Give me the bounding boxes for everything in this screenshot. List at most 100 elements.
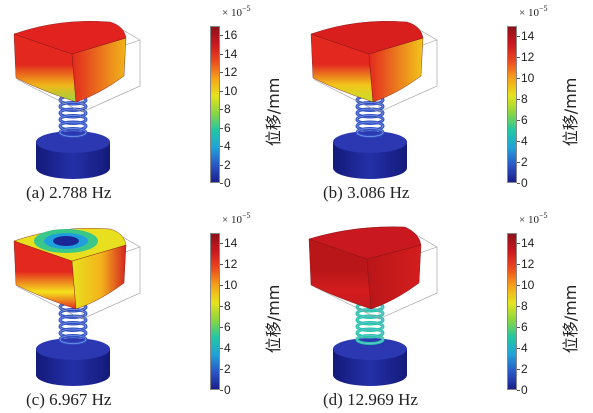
colorbar-tick-label: 6 [224, 120, 231, 135]
colorbar-tick-label: 6 [521, 320, 528, 335]
colorbar-tick-label: 12 [224, 65, 238, 80]
structure-model [308, 226, 438, 386]
colorbar-tick-label: 2 [224, 362, 231, 377]
colorbar-scale-c: × 10−5 [222, 211, 251, 226]
colorbar-tick-label: 8 [224, 299, 231, 314]
structure-model [13, 228, 141, 386]
colorbar-tick-label: 4 [224, 341, 231, 356]
colorbar-tick-label: 12 [521, 50, 535, 65]
colorbar-tick-label: 14 [521, 236, 535, 251]
structure-model [13, 21, 141, 179]
mode-panel-c: (c) 6.967 Hz × 10−5 14 12 10 8 6 4 2 0 位移/mm [0, 207, 296, 413]
mode-panel-d: (d) 12.969 Hz × 10−5 14 12 10 8 6 4 2 0 位移/mm [297, 207, 593, 413]
colorbar-scale-a: × 10−5 [222, 4, 251, 19]
prism-side-face [71, 244, 127, 310]
colorbar-tick-label: 12 [224, 257, 238, 272]
colorbar-tick-label: 0 [224, 383, 231, 397]
spring-coil [355, 301, 385, 345]
colorbar-tick-mark [517, 306, 520, 308]
colorbar-tick-label: 6 [521, 113, 528, 128]
panel-caption-a: (a) 2.788 Hz [26, 183, 112, 202]
spring-coil [58, 94, 88, 138]
colorbar-tick-mark [517, 99, 520, 101]
colorbar-tick-mark [517, 78, 520, 80]
colorbar-tick-mark [220, 53, 223, 55]
colorbar-tick-mark [220, 183, 223, 184]
colorbar-tick-label: 4 [521, 341, 528, 356]
colorbar-tick-mark [517, 120, 520, 122]
mode-panel-a: (a) 2.788 Hz × 10−5 16 14 12 10 8 6 4 2 0 位移/mm [0, 0, 296, 206]
colorbar-tick-mark [220, 243, 223, 245]
colorbar-tick-label: 2 [224, 157, 231, 172]
colorbar-c [210, 233, 220, 390]
spring-coil [58, 301, 88, 345]
base-cylinder-top [36, 338, 110, 360]
panel-caption-d: (d) 12.969 Hz [323, 390, 418, 409]
colorbar-b [507, 26, 517, 183]
colorbar-tick-label: 14 [224, 236, 238, 251]
colorbar-tick-mark [220, 127, 223, 129]
colorbar-tick-label: 10 [521, 71, 535, 86]
colorbar-tick-mark [517, 264, 520, 266]
colorbar-tick-mark [220, 348, 223, 350]
colorbar-tick-mark [220, 390, 223, 391]
colorbar-tick-label: 16 [224, 28, 238, 43]
colorbar-tick-mark [220, 264, 223, 266]
mode-shape-model-c [13, 228, 141, 386]
mode-panel-b: (b) 3.086 Hz × 10−5 14 12 10 8 6 4 2 0 位移/mm [297, 0, 593, 206]
colorbar-tick-label: 0 [521, 383, 528, 397]
prism-side-face [71, 37, 127, 103]
colorbar-tick-label: 8 [521, 92, 528, 107]
colorbar-tick-mark [517, 285, 520, 287]
colorbar-scale-b: × 10−5 [519, 4, 548, 19]
colorbar-d [507, 233, 517, 390]
mode-shape-model-a [13, 21, 141, 179]
prism-top-face [310, 21, 424, 55]
colorbar-scale-d: × 10−5 [519, 211, 548, 226]
colorbar-tick-label: 0 [224, 176, 231, 190]
colorbar-tick-label: 10 [224, 83, 238, 98]
colorbar-tick-mark [220, 164, 223, 166]
colorbar-tick-mark [220, 35, 223, 37]
colorbar-tick-mark [517, 57, 520, 59]
mode-shape-model-b [310, 21, 438, 179]
colorbar-tick-mark [517, 36, 520, 38]
colorbar-tick-mark [517, 348, 520, 350]
mode-shape-model-d [308, 226, 438, 386]
colorbar-tick-label: 12 [521, 257, 535, 272]
colorbar-tick-mark [517, 327, 520, 329]
colorbar-tick-mark [517, 141, 520, 143]
prism-side-face [368, 37, 424, 103]
base-cylinder-top [333, 131, 407, 153]
colorbar-tick-mark [220, 306, 223, 308]
panel-caption-b: (b) 3.086 Hz [323, 183, 410, 202]
colorbar-tick-mark [517, 183, 520, 184]
colorbar-tick-mark [517, 390, 520, 391]
prism-top-face [308, 226, 422, 260]
colorbar-tick-label: 4 [224, 139, 231, 154]
base-cylinder-top [333, 338, 407, 360]
top-contour-center [53, 236, 79, 246]
colorbar-tick-mark [220, 327, 223, 329]
colorbar-tick-label: 10 [521, 278, 535, 293]
colorbar-tick-mark [220, 109, 223, 111]
colorbar-tick-mark [220, 72, 223, 74]
spring-coil [355, 94, 385, 138]
colorbar-tick-mark [517, 162, 520, 164]
colorbar-tick-mark [220, 369, 223, 371]
colorbar-tick-label: 0 [521, 176, 528, 190]
prism-side-face [366, 244, 422, 310]
colorbar-tick-label: 8 [224, 102, 231, 117]
colorbar-tick-label: 14 [521, 29, 535, 44]
colorbar-unit-label-a: 位移/mm [264, 77, 283, 147]
colorbar-tick-label: 6 [224, 320, 231, 335]
colorbar-tick-mark [220, 285, 223, 287]
prism-top-face [13, 21, 127, 55]
colorbar-tick-mark [517, 369, 520, 371]
colorbar-unit-label-c: 位移/mm [264, 284, 283, 354]
colorbar-tick-mark [517, 243, 520, 245]
structure-model [310, 21, 438, 179]
colorbar-tick-label: 2 [521, 362, 528, 377]
colorbar-tick-label: 4 [521, 134, 528, 149]
colorbar-tick-mark [220, 146, 223, 148]
